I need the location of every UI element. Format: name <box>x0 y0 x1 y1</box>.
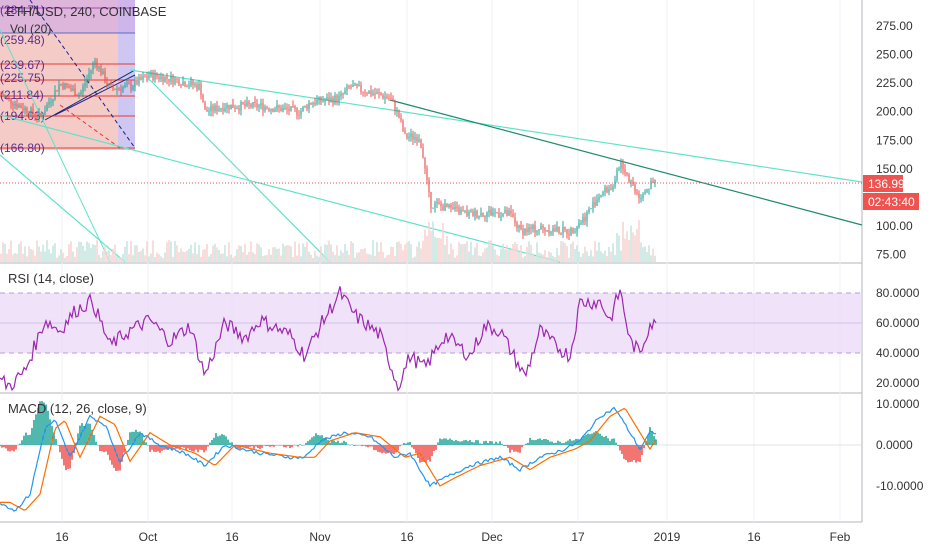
rsi-tick-label: 60.0000 <box>876 316 920 330</box>
time-tick-label: Dec <box>481 530 502 544</box>
price-tick-label: 275.00 <box>876 19 913 33</box>
current-price-tag: 136.99 02:43:40 <box>863 175 919 210</box>
rsi-tick-label: 20.0000 <box>876 376 920 390</box>
rsi-tick-label: 80.0000 <box>876 286 920 300</box>
macd-tick-label: 10.0000 <box>876 397 920 411</box>
rsi-axis[interactable]: 80.0000 60.0000 40.0000 20.0000 <box>876 286 920 390</box>
svg-text:02:43:40: 02:43:40 <box>868 195 915 209</box>
rsi-line[interactable] <box>0 286 657 392</box>
price-tick-label: 225.00 <box>876 76 913 90</box>
macd-tick-label: 0.0000 <box>876 438 913 452</box>
volume-legend[interactable]: Vol (20) <box>10 22 52 36</box>
time-tick-label: 16 <box>400 530 414 544</box>
time-tick-label: Oct <box>139 530 158 544</box>
price-candles[interactable] <box>0 57 656 241</box>
fib-level-label: (259.48) <box>0 33 45 47</box>
macd-signal-line[interactable] <box>0 407 657 511</box>
time-axis[interactable]: 16 Oct 16 Nov 16 Dec 17 2019 16 Feb <box>55 530 850 544</box>
macd-legend[interactable]: MACD (12, 26, close, 9) <box>8 401 147 416</box>
fib-level-label: (239.67) <box>0 58 45 72</box>
vertical-gridlines <box>61 0 841 522</box>
price-tick-label: 100.00 <box>876 219 913 233</box>
trend-lines[interactable] <box>0 29 863 263</box>
time-tick-label: 16 <box>55 530 69 544</box>
macd-line[interactable] <box>0 406 657 512</box>
price-axis[interactable]: 275.00 250.00 225.00 200.00 175.00 150.00 100.… <box>876 19 913 262</box>
time-tick-label: Feb <box>830 530 851 544</box>
rsi-legend[interactable]: RSI (14, close) <box>8 271 94 286</box>
price-tick-label: 200.00 <box>876 105 913 119</box>
price-tick-label: 175.00 <box>876 133 913 147</box>
macd-tick-label: -10.0000 <box>876 479 924 493</box>
fibonacci-drawing[interactable] <box>0 0 136 150</box>
volume-bars <box>0 220 656 262</box>
time-tick-label: 16 <box>747 530 761 544</box>
fib-level-label: (284.71) <box>0 3 45 17</box>
svg-text:136.99: 136.99 <box>868 177 905 191</box>
macd-axis[interactable]: 10.0000 0.0000 -10.0000 <box>876 397 924 493</box>
time-tick-label: Nov <box>309 530 330 544</box>
symbol-legend[interactable]: ETH/USD, 240, COINBASE <box>6 4 167 19</box>
price-tick-label: 150.00 <box>876 162 913 176</box>
price-tick-label: 250.00 <box>876 48 913 62</box>
time-tick-label: 16 <box>225 530 239 544</box>
time-tick-label: 17 <box>571 530 585 544</box>
macd-histogram <box>0 401 657 471</box>
rsi-tick-label: 40.0000 <box>876 346 920 360</box>
time-tick-label: 2019 <box>654 530 681 544</box>
fib-level-label: (166.80) <box>0 141 45 155</box>
price-tick-label: 75.00 <box>876 248 906 262</box>
